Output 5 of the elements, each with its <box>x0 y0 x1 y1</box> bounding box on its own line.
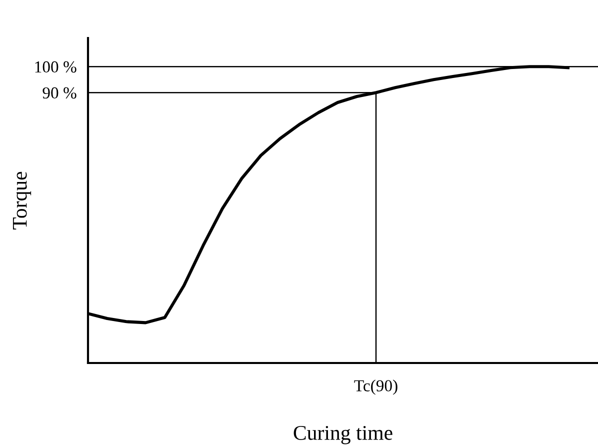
y-tick-label: 100 % <box>35 61 76 73</box>
y-axis-title: Torque <box>12 172 32 230</box>
x-axis-title: Curing time <box>294 426 392 444</box>
y-tick-label: 90 % <box>42 87 76 99</box>
x-tick-label: Tc(90) <box>354 380 398 395</box>
